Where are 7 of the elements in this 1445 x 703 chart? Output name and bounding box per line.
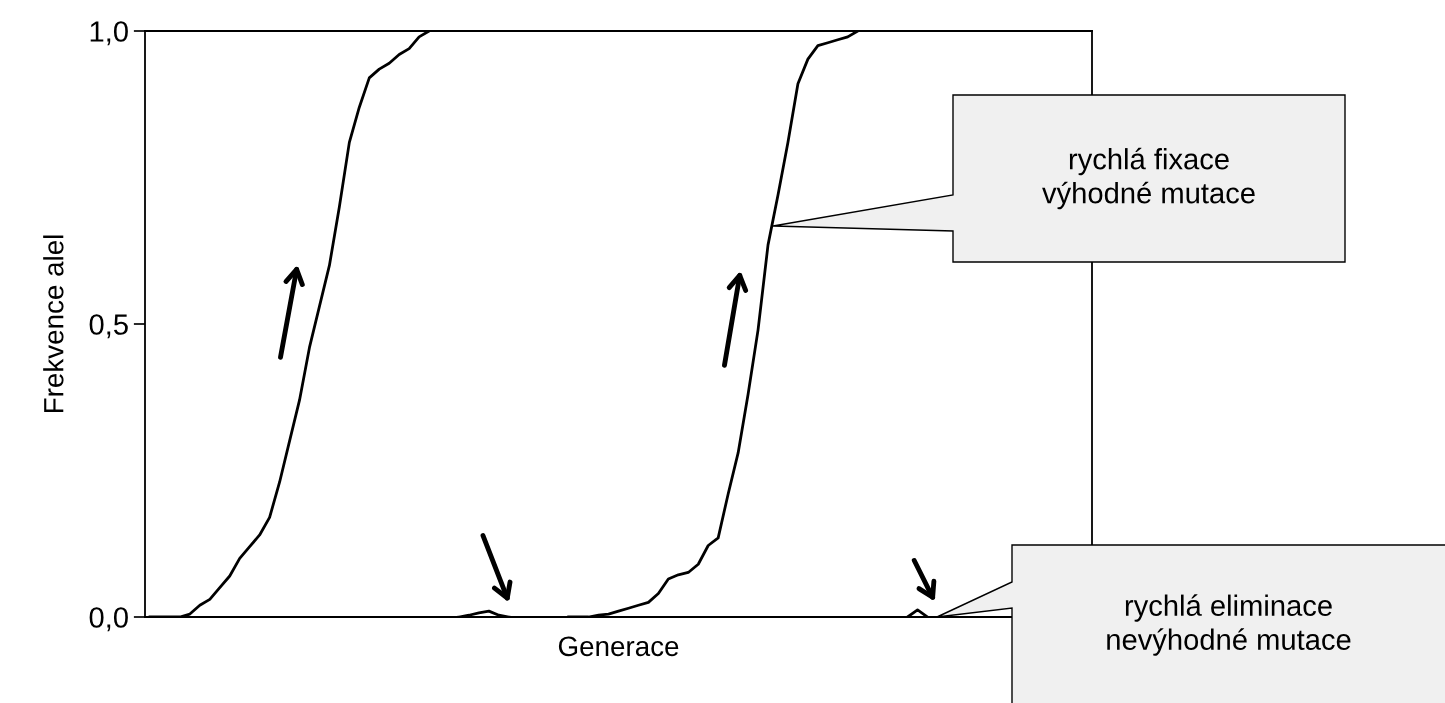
y-axis-title: Frekvence alel [43,235,64,413]
y-tick-label: 1,0 [90,21,128,46]
text: rychlá eliminace nevýhodné mutace [1107,594,1351,656]
y-tick-label: 0,5 [89,314,128,339]
x-axis-title: Generace [558,636,679,657]
y-tick-label: 0,0 [89,607,128,632]
annotation: rychlá fixace výhodné mutace [1042,147,1255,210]
